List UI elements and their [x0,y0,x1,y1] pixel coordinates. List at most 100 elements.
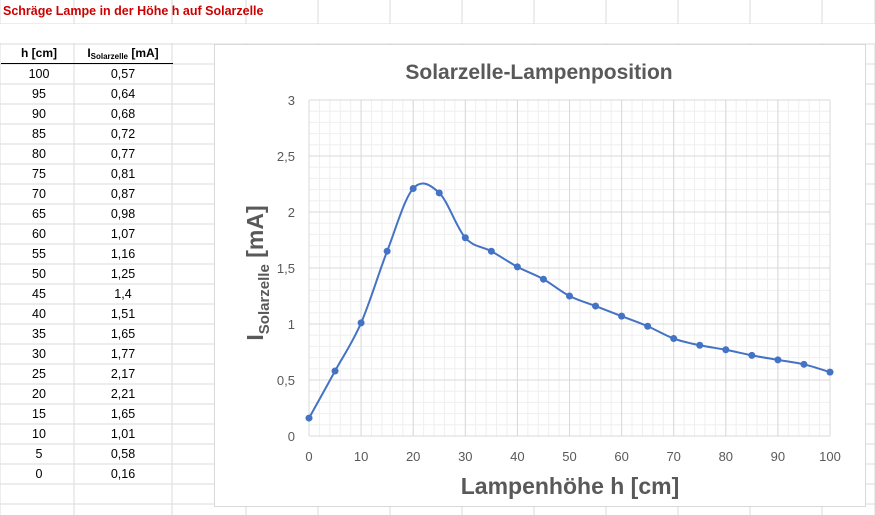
current-cell[interactable]: 0,16 [110,467,136,481]
current-cell[interactable]: 0,98 [110,207,136,221]
table-row: 75 0,81 [0,164,174,184]
table-row: 90 0,68 [0,104,174,124]
data-point[interactable] [774,356,782,364]
current-cell[interactable]: 0,58 [110,447,136,461]
current-cell[interactable]: 0,64 [110,87,136,101]
height-cell[interactable]: 85 [32,127,46,141]
table-row: 70 0,87 [0,184,174,204]
table-row: 5 0,58 [0,444,174,464]
table-row: 55 1,16 [0,244,174,264]
column-header-current-symbol: I [87,46,91,60]
height-cell[interactable]: 65 [32,207,46,221]
column-header-current-unit: [mA] [128,46,159,60]
x-tick-label: 70 [666,449,680,464]
data-point[interactable] [644,322,652,330]
table-row: 50 1,25 [0,264,174,284]
data-point[interactable] [722,346,730,354]
height-cell[interactable]: 45 [32,287,46,301]
current-cell[interactable]: 2,17 [110,367,136,381]
height-cell[interactable]: 80 [32,147,46,161]
height-cell[interactable]: 70 [32,187,46,201]
height-cell[interactable]: 95 [32,87,46,101]
data-series [305,182,834,422]
table-row: 10 1,01 [0,424,174,444]
data-point[interactable] [566,292,573,300]
table-row: 35 1,65 [0,324,174,344]
y-axis-label-subscript: Solarzelle [256,264,273,334]
height-cell[interactable]: 0 [35,467,43,481]
current-cell[interactable]: 0,87 [110,187,136,201]
current-cell[interactable]: 1,16 [110,247,136,261]
height-cell[interactable]: 25 [32,367,46,381]
height-cell[interactable]: 10 [32,427,46,441]
x-tick-label: 50 [562,449,576,464]
height-cell[interactable]: 15 [32,407,46,421]
data-point[interactable] [513,263,521,271]
x-tick-label: 10 [354,449,368,464]
y-tick-label: 1 [288,317,295,332]
column-header-height[interactable]: h [cm] [21,46,57,60]
x-tick-label: 40 [510,449,524,464]
y-tick-label: 2,5 [277,149,295,164]
current-cell[interactable]: 1,07 [110,227,136,241]
current-cell[interactable]: 1,01 [110,427,136,441]
height-cell[interactable]: 40 [32,307,46,321]
current-cell[interactable]: 0,81 [110,167,136,181]
table-row: 40 1,51 [0,304,174,324]
table-row: 15 1,65 [0,404,174,424]
current-cell[interactable]: 0,72 [110,127,136,141]
current-cell[interactable]: 1,51 [110,307,136,321]
height-cell[interactable]: 75 [32,167,46,181]
current-cell[interactable]: 1,77 [110,347,136,361]
current-cell[interactable]: 1,4 [114,287,132,301]
x-tick-label: 30 [458,449,472,464]
data-point[interactable] [487,247,495,255]
column-header-current-subscript: Solarzelle [90,52,129,61]
header-underline [1,63,173,64]
tick-labels: 0 10 20 30 40 50 60 70 80 90 100 0 0,5 1 1,5 2 2,5 3 [277,93,841,464]
height-cell[interactable]: 100 [28,67,50,81]
data-point[interactable] [461,234,469,242]
data-point[interactable] [305,414,313,422]
data-point[interactable] [331,367,339,375]
data-point[interactable] [826,368,834,376]
height-cell[interactable]: 90 [32,107,46,121]
data-point[interactable] [618,312,626,320]
table-row: 25 2,17 [0,364,174,384]
height-cell[interactable]: 60 [32,227,46,241]
current-cell[interactable]: 2,21 [110,387,136,401]
y-tick-label: 2 [288,205,295,220]
data-point[interactable] [696,341,704,349]
table-row: 85 0,72 [0,124,174,144]
current-cell[interactable]: 1,25 [110,267,136,281]
data-point[interactable] [409,184,417,192]
data-point[interactable] [435,189,443,197]
current-cell[interactable]: 0,68 [110,107,136,121]
table-row: 60 1,07 [0,224,174,244]
height-cell[interactable]: 55 [32,247,46,261]
current-cell[interactable]: 0,77 [110,147,136,161]
height-cell[interactable]: 50 [32,267,46,281]
column-header-current[interactable]: ISolarzelle [mA] [74,44,172,63]
current-cell[interactable]: 1,65 [110,407,136,421]
height-cell[interactable]: 35 [32,327,46,341]
table-row: 0 0,16 [0,464,174,484]
data-point[interactable] [670,335,678,343]
height-cell[interactable]: 5 [35,447,43,461]
data-point[interactable] [383,247,391,255]
data-point[interactable] [357,319,365,327]
data-point[interactable] [800,360,808,368]
table-row: 30 1,77 [0,344,174,364]
table-row: 95 0,64 [0,84,174,104]
data-point[interactable] [748,351,756,359]
current-cell[interactable]: 0,57 [110,67,136,81]
current-cell[interactable]: 1,65 [110,327,136,341]
x-axis-label: Lampenhöhe h [cm] [461,473,680,499]
height-cell[interactable]: 20 [32,387,46,401]
chart-title: Solarzelle-Lampenposition [405,61,672,84]
data-point[interactable] [592,302,600,310]
height-cell[interactable]: 30 [32,347,46,361]
table-row: 65 0,98 [0,204,174,224]
data-point[interactable] [539,275,547,283]
